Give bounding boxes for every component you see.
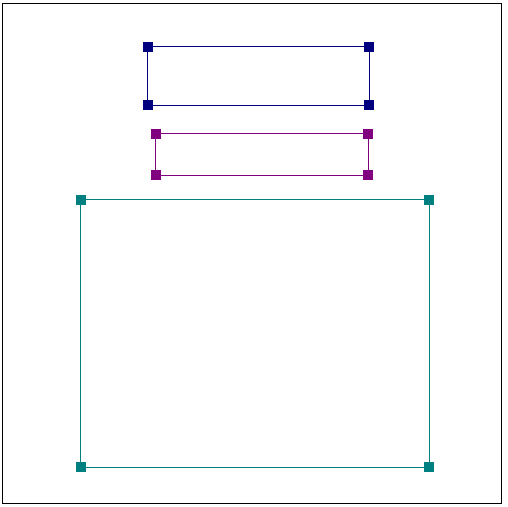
resize-handle-bottom-right[interactable] xyxy=(364,100,374,110)
selectable-rectangle-large[interactable] xyxy=(76,195,434,472)
resize-handle-top-right[interactable] xyxy=(363,129,373,139)
drawing-canvas[interactable] xyxy=(2,3,502,504)
resize-handle-top-right[interactable] xyxy=(364,42,374,52)
resize-handle-bottom-left[interactable] xyxy=(143,100,153,110)
resize-handle-top-left[interactable] xyxy=(76,195,86,205)
resize-handle-top-left[interactable] xyxy=(151,129,161,139)
selectable-rectangle-top[interactable] xyxy=(143,42,374,110)
resize-handle-top-left[interactable] xyxy=(143,42,153,52)
selectable-rectangle-middle[interactable] xyxy=(151,129,373,180)
resize-handle-top-right[interactable] xyxy=(424,195,434,205)
resize-handle-bottom-right[interactable] xyxy=(424,462,434,472)
resize-handle-bottom-right[interactable] xyxy=(363,170,373,180)
resize-handle-bottom-left[interactable] xyxy=(76,462,86,472)
resize-handle-bottom-left[interactable] xyxy=(151,170,161,180)
